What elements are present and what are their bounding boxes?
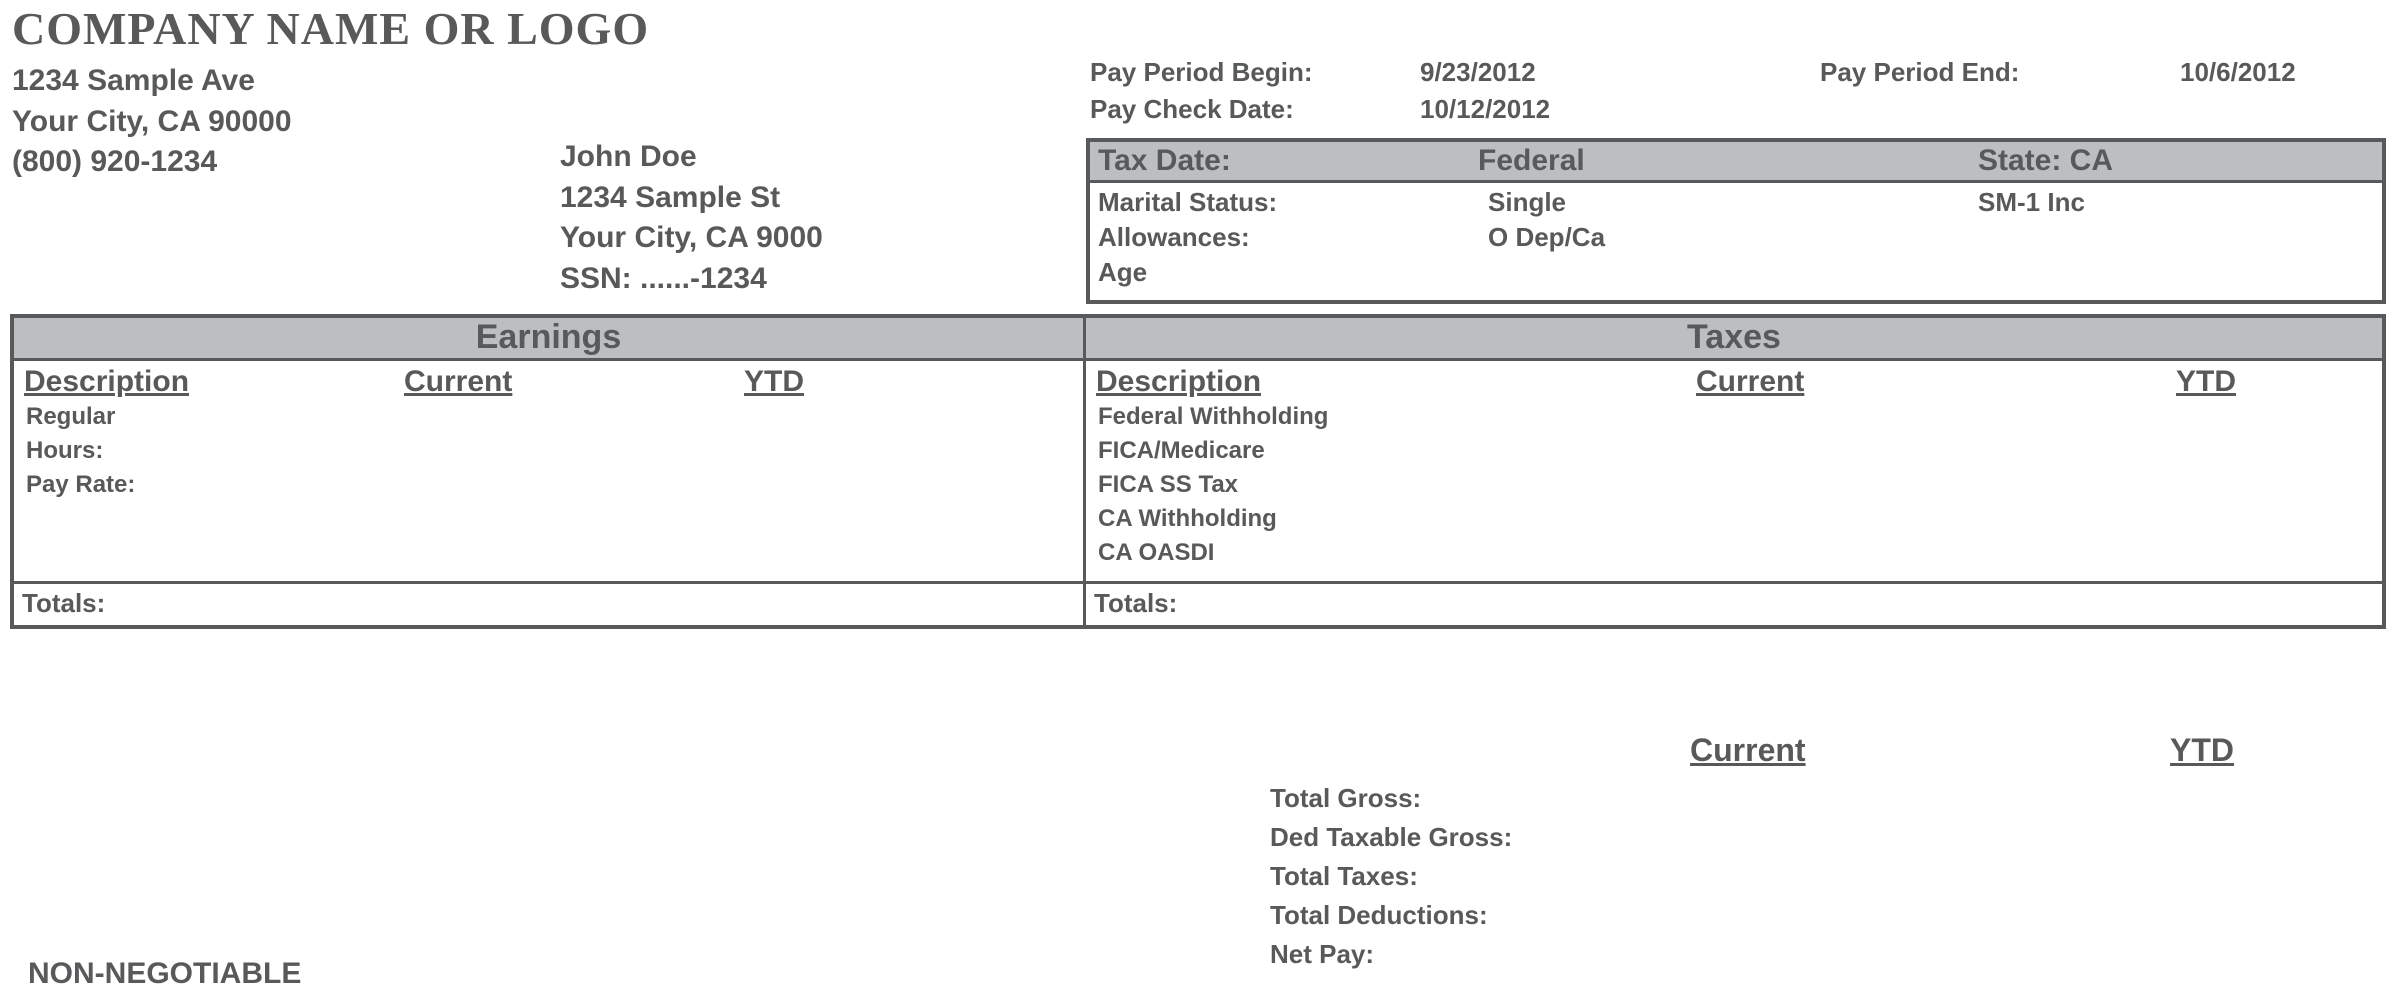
earnings-row: Hours: xyxy=(26,437,1071,465)
pay-period-end-label: Pay Period End: xyxy=(1820,57,2180,88)
taxes-column-headers: Description Current YTD xyxy=(1086,361,2382,401)
employee-name: John Doe xyxy=(560,137,823,178)
employee-address-line1: 1234 Sample St xyxy=(560,178,823,219)
pay-period-begin-value: 9/23/2012 xyxy=(1420,57,1820,88)
pay-period-block: Pay Period Begin: 9/23/2012 Pay Period E… xyxy=(1090,57,2380,131)
allowances-value: O Dep/Ca xyxy=(1488,222,1978,253)
employee-ssn: SSN: ......-1234 xyxy=(560,259,823,300)
taxes-col-current: Current xyxy=(1696,365,2176,399)
earnings-col-ytd: YTD xyxy=(744,365,804,399)
tax-federal-label: Federal xyxy=(1478,144,1978,178)
taxes-rows: Federal Withholding FICA/Medicare FICA S… xyxy=(1086,401,2382,581)
summary-col-ytd: YTD xyxy=(2170,732,2234,769)
main-box: Earnings Description Current YTD Regular… xyxy=(10,314,2386,629)
earnings-panel: Earnings Description Current YTD Regular… xyxy=(14,318,1086,625)
taxes-row: FICA/Medicare xyxy=(1098,437,2370,465)
marital-status-label: Marital Status: xyxy=(1098,187,1488,218)
marital-status-value: Single xyxy=(1488,187,1978,218)
earnings-column-headers: Description Current YTD xyxy=(14,361,1083,401)
summary-row: Ded Taxable Gross: xyxy=(1270,822,2380,853)
summary-spacer xyxy=(1270,732,1690,769)
tax-date-label: Tax Date: xyxy=(1098,144,1478,178)
earnings-col-current: Current xyxy=(404,365,744,399)
tax-state-label: State: CA xyxy=(1978,144,2113,178)
marital-status-state: SM-1 Inc xyxy=(1978,187,2085,218)
summary-row-label: Total Gross: xyxy=(1270,783,1590,814)
age-label: Age xyxy=(1098,257,1488,288)
tax-info-header: Tax Date: Federal State: CA xyxy=(1090,142,2382,183)
summary-row-label: Total Taxes: xyxy=(1270,861,1590,892)
taxes-panel: Taxes Description Current YTD Federal Wi… xyxy=(1086,318,2382,625)
earnings-col-description: Description xyxy=(24,365,404,399)
summary-block: Current YTD Total Gross: Ded Taxable Gro… xyxy=(1270,732,2380,978)
employee-block: John Doe 1234 Sample St Your City, CA 90… xyxy=(560,137,823,299)
age-value xyxy=(1488,257,1978,288)
earnings-row: Pay Rate: xyxy=(26,471,1071,499)
earnings-row: Regular xyxy=(26,403,1071,431)
pay-check-date-value: 10/12/2012 xyxy=(1420,94,1820,125)
earnings-title: Earnings xyxy=(14,318,1083,361)
taxes-col-description: Description xyxy=(1096,365,1696,399)
earnings-totals: Totals: xyxy=(14,581,1083,625)
earnings-rows: Regular Hours: Pay Rate: xyxy=(14,401,1083,581)
summary-row: Total Gross: xyxy=(1270,783,2380,814)
tax-info-box: Tax Date: Federal State: CA Marital Stat… xyxy=(1086,138,2386,304)
pay-period-end-value: 10/6/2012 xyxy=(2180,57,2296,88)
taxes-row: CA Withholding xyxy=(1098,505,2370,533)
tax-info-body: Marital Status: Single SM-1 Inc Allowanc… xyxy=(1090,183,2382,300)
summary-column-headers: Current YTD xyxy=(1270,732,2380,769)
summary-col-current: Current xyxy=(1690,732,2170,769)
employee-address-line2: Your City, CA 9000 xyxy=(560,218,823,259)
non-negotiable-label: NON-NEGOTIABLE xyxy=(28,957,301,991)
taxes-row: Federal Withholding xyxy=(1098,403,2370,431)
allowances-label: Allowances: xyxy=(1098,222,1488,253)
summary-row-label: Net Pay: xyxy=(1270,939,1590,970)
taxes-title: Taxes xyxy=(1086,318,2382,361)
summary-row: Total Deductions: xyxy=(1270,900,2380,931)
taxes-totals: Totals: xyxy=(1086,581,2382,625)
summary-row-label: Ded Taxable Gross: xyxy=(1270,822,1590,853)
taxes-col-ytd: YTD xyxy=(2176,365,2236,399)
pay-period-begin-label: Pay Period Begin: xyxy=(1090,57,1420,88)
summary-row-label: Total Deductions: xyxy=(1270,900,1590,931)
taxes-row: CA OASDI xyxy=(1098,539,2370,567)
pay-check-date-label: Pay Check Date: xyxy=(1090,94,1420,125)
summary-row: Net Pay: xyxy=(1270,939,2380,970)
taxes-row: FICA SS Tax xyxy=(1098,471,2370,499)
summary-row: Total Taxes: xyxy=(1270,861,2380,892)
company-name: COMPANY NAME OR LOGO xyxy=(12,2,2386,55)
